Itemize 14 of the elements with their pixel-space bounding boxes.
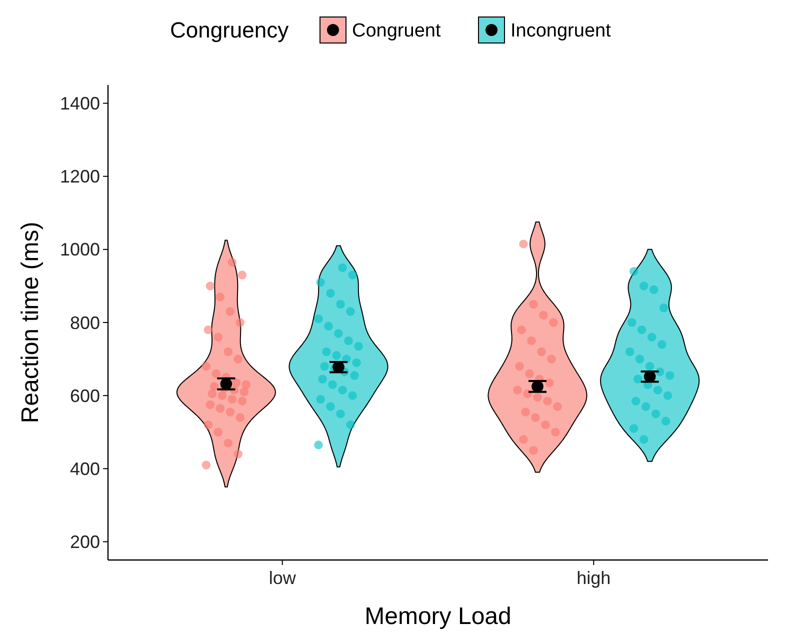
y-tick-label: 400 [70, 458, 100, 479]
legend-label: Congruent [352, 20, 442, 42]
legend-label: Incongruent [510, 20, 612, 42]
y-tick-label: 800 [70, 312, 100, 333]
y-tick-label: 1200 [60, 166, 100, 187]
x-axis-title: Memory Load [364, 603, 512, 630]
x-tick-label: high [576, 568, 611, 588]
y-tick-label: 1400 [60, 94, 100, 114]
y-tick-label: 1000 [60, 240, 100, 260]
legend-title: Congruency [170, 18, 289, 43]
y-axis-title: Reaction time (ms) [17, 222, 44, 424]
y-tick-label: 600 [70, 386, 100, 406]
y-tick-label: 200 [70, 532, 100, 552]
x-tick-label: low [268, 568, 297, 588]
